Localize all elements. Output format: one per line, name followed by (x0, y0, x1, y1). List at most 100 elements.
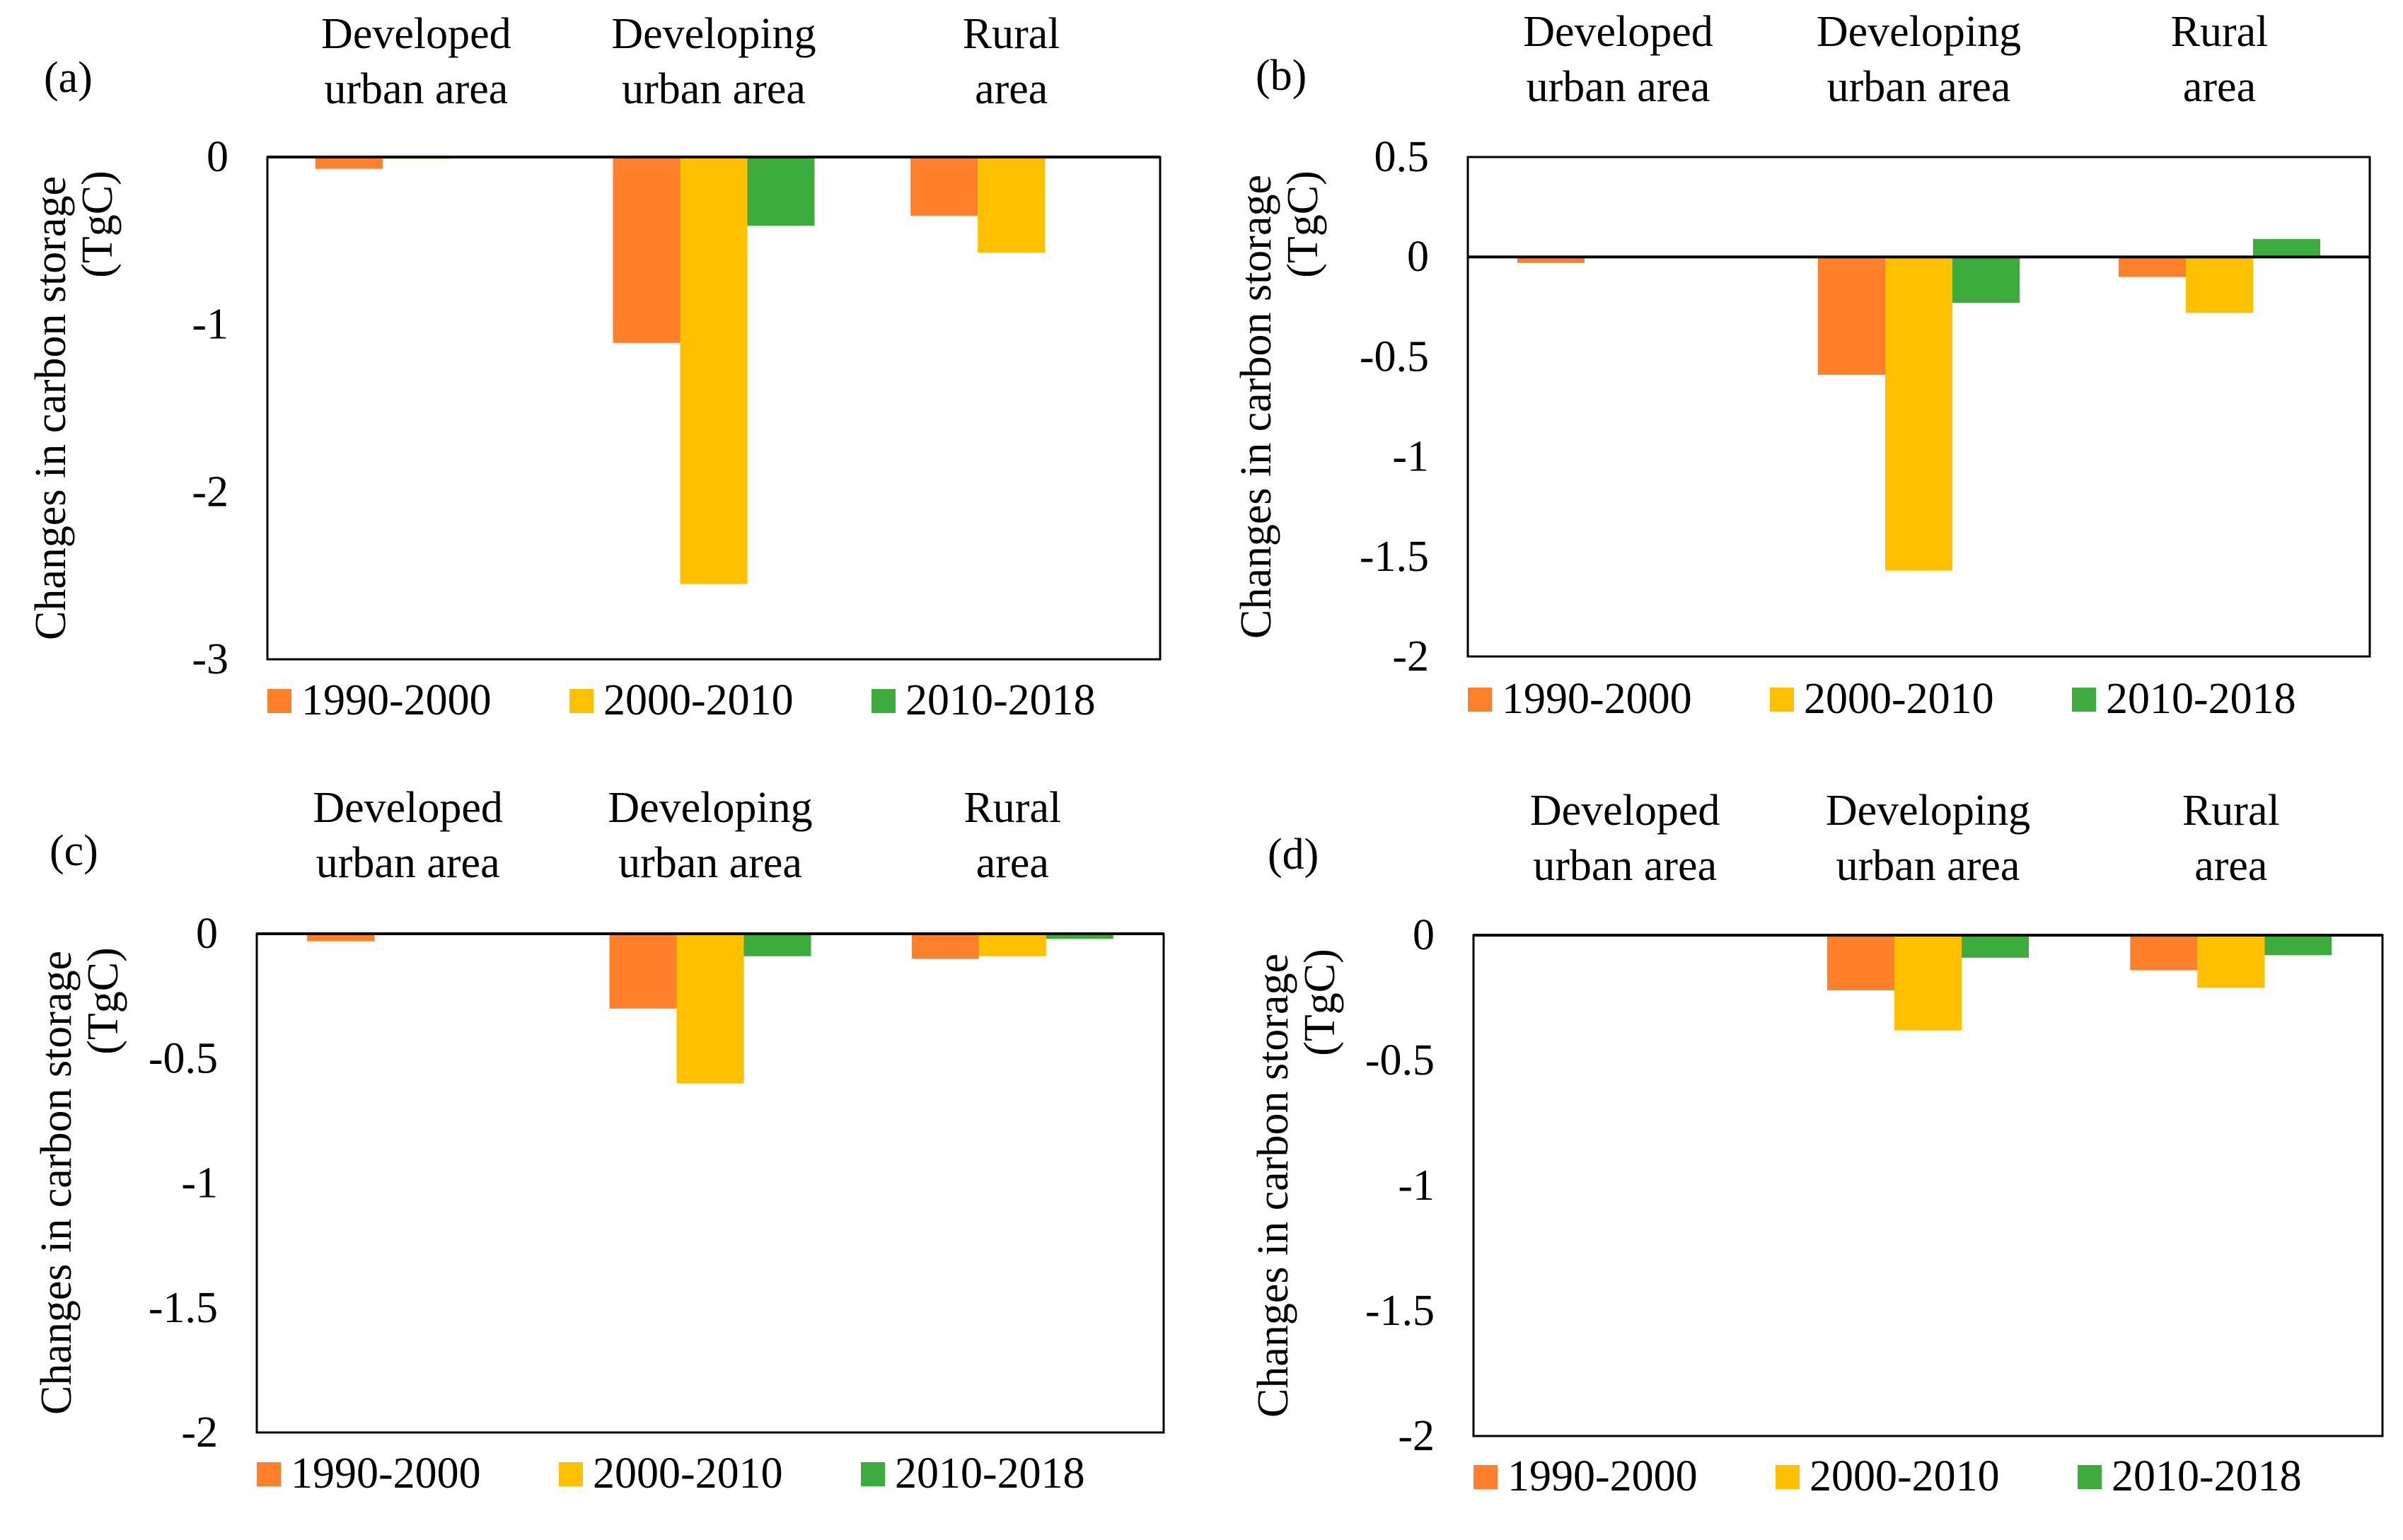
y-axis-unit-label: (TgC) (1296, 949, 1344, 1056)
legend-swatch-2000-2010 (1776, 1465, 1800, 1489)
bar-2010-2018-1 (747, 157, 815, 226)
bar-2010-2018-1 (743, 934, 811, 956)
legend-label: 1990-2000 (1507, 1452, 1698, 1500)
bar-1990-2000-1 (609, 934, 677, 1009)
y-tick-label: -0.5 (1365, 1036, 1435, 1084)
chart-panel-d: (d) Developed urban area Developing urban ar… (1249, 787, 2384, 1500)
panel-label: (a) (44, 54, 93, 102)
y-tick-label: -1 (192, 301, 228, 349)
y-tick-label: 0 (1407, 233, 1429, 281)
category-label: urban area (316, 839, 500, 887)
y-axis-unit-label: (TgC) (79, 947, 127, 1055)
bar-2010-2018-1 (1952, 257, 2020, 303)
bar-1990-2000-1 (1818, 257, 1885, 375)
bar-2000-2010-2 (2197, 935, 2265, 988)
y-axis-label: Changes in carbon storage (33, 951, 81, 1415)
bar-1990-2000-2 (2130, 935, 2198, 971)
panel-label: (d) (1268, 830, 1319, 879)
category-label: Rural (2171, 8, 2269, 56)
bar-1990-2000-2 (911, 934, 979, 959)
y-axis-unit-label: (TgC) (1279, 170, 1327, 278)
bar-2000-2010-1 (676, 934, 744, 1084)
category-label: Developed (1523, 8, 1713, 56)
legend-label: 2000-2010 (603, 676, 794, 724)
legend-label: 2010-2018 (905, 676, 1096, 724)
bar-2000-2010-2 (978, 157, 1046, 253)
legend-label: 1990-2000 (1502, 675, 1692, 723)
bar-1990-2000-0 (1517, 257, 1585, 263)
y-tick-label: -2 (1398, 1412, 1435, 1460)
bar-2000-2010-2 (2186, 257, 2253, 313)
category-label: area (2183, 63, 2256, 111)
legend-swatch-1990-2000 (267, 689, 291, 713)
y-axis-unit-label: (TgC) (74, 170, 122, 278)
category-label: Developing (608, 784, 812, 832)
y-tick-label: -1.5 (1365, 1287, 1435, 1335)
category-label: urban area (618, 839, 802, 887)
y-tick-label: -1 (181, 1159, 218, 1208)
legend-swatch-2010-2018 (861, 1462, 885, 1486)
category-label: Developed (313, 784, 503, 832)
category-label: area (2194, 842, 2267, 890)
panel-label: (c) (50, 827, 98, 875)
category-label: area (976, 839, 1049, 887)
legend-label: 1990-2000 (291, 1449, 481, 1498)
category-label: Developed (321, 10, 511, 58)
y-tick-label: -1 (1392, 433, 1429, 481)
bar-2010-2018-2 (2253, 238, 2320, 257)
category-label: urban area (1836, 842, 2020, 890)
bar-2000-2010-2 (978, 934, 1046, 956)
bar-2000-2010-1 (1885, 257, 1952, 571)
category-label: Developed (1530, 787, 1720, 835)
bar-1990-2000-0 (307, 934, 375, 942)
legend-label: 2010-2018 (2106, 675, 2296, 723)
y-tick-label: -1 (1398, 1162, 1435, 1210)
category-label: Rural (2182, 787, 2280, 835)
y-tick-label: 0 (207, 133, 228, 181)
y-tick-label: 0 (1413, 911, 1435, 959)
legend-swatch-2000-2010 (1770, 688, 1794, 712)
legend-swatch-1990-2000 (1468, 688, 1492, 712)
legend-swatch-2000-2010 (559, 1462, 583, 1486)
y-axis-label: Changes in carbon storage (1232, 175, 1280, 639)
bar-1990-2000-1 (1827, 935, 1894, 990)
category-label: Developing (1817, 8, 2021, 56)
legend-swatch-2010-2018 (2072, 688, 2096, 712)
bar-2010-2018-2 (1046, 934, 1113, 939)
y-tick-label: -0.5 (149, 1034, 218, 1082)
category-label: Rural (963, 10, 1060, 58)
category-label: Rural (963, 784, 1061, 832)
bar-1990-2000-2 (2119, 257, 2186, 277)
legend-swatch-1990-2000 (257, 1462, 281, 1486)
category-label: Developing (1826, 787, 2030, 835)
category-label: urban area (324, 65, 508, 113)
legend-label: 2010-2018 (2112, 1452, 2302, 1500)
bar-1990-2000-1 (613, 157, 681, 343)
category-label: urban area (1533, 842, 1717, 890)
y-tick-label: -2 (181, 1408, 218, 1457)
y-tick-label: 0.5 (1374, 133, 1430, 181)
legend-label: 2010-2018 (895, 1449, 1085, 1498)
legend-swatch-2000-2010 (569, 689, 593, 713)
bar-1990-2000-2 (910, 157, 978, 216)
category-label: Developing (611, 10, 816, 58)
y-axis-label: Changes in carbon storage (1249, 954, 1297, 1418)
y-tick-label: -1.5 (1360, 533, 1429, 581)
category-label: urban area (1827, 63, 2011, 111)
y-tick-label: -3 (192, 635, 228, 683)
bar-2010-2018-2 (2264, 935, 2332, 956)
bar-2010-2018-1 (1962, 935, 2029, 958)
chart-panel-c: (c) Developed urban area Developing urban ar… (33, 784, 1165, 1498)
legend-label: 2000-2010 (593, 1449, 783, 1498)
y-tick-label: -1.5 (149, 1284, 218, 1332)
legend-label: 1990-2000 (301, 676, 492, 724)
legend-swatch-2010-2018 (872, 689, 896, 713)
y-tick-label: -2 (1392, 632, 1429, 681)
panel-label: (b) (1256, 52, 1307, 100)
y-tick-label: -2 (192, 468, 228, 516)
y-tick-label: 0 (196, 910, 218, 958)
legend-label: 2000-2010 (1804, 675, 1994, 723)
legend-label: 2000-2010 (1810, 1452, 2000, 1500)
y-axis-label: Changes in carbon storage (27, 176, 75, 640)
